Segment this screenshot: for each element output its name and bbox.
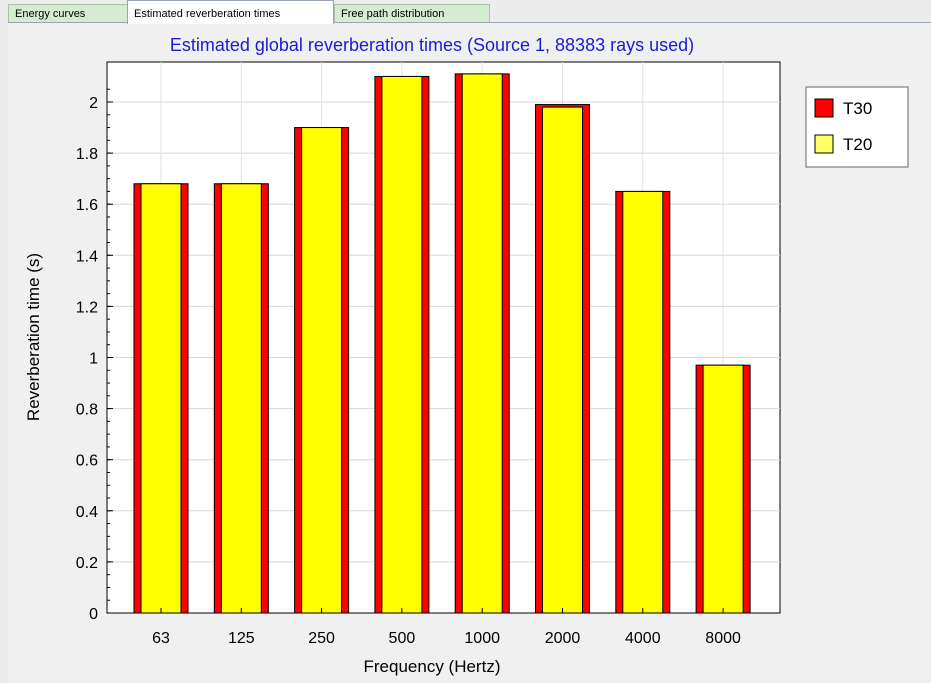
y-tick-label: 2 xyxy=(89,95,98,112)
bar-t20 xyxy=(220,183,262,614)
x-tick-label: 250 xyxy=(308,630,335,647)
x-tick-label: 2000 xyxy=(545,630,581,647)
y-tick-label: 1.2 xyxy=(76,299,98,316)
x-tick-label: 125 xyxy=(228,630,255,647)
y-tick-label: 1.6 xyxy=(76,197,98,214)
tab-bar: Energy curves Estimated reverberation ti… xyxy=(0,0,931,24)
chart-title: Estimated global reverberation times (So… xyxy=(170,35,694,55)
bar-t20 xyxy=(140,183,182,614)
y-tick-label: 0 xyxy=(89,606,98,623)
bar-t20 xyxy=(622,190,664,614)
y-tick-label: 0.8 xyxy=(76,402,98,419)
y-tick-label: 0.2 xyxy=(76,555,98,572)
x-axis-label: Frequency (Hertz) xyxy=(364,657,501,676)
legend-label-t20: T20 xyxy=(843,135,872,154)
x-tick-label: 4000 xyxy=(625,630,661,647)
tab-free-path-distribution[interactable]: Free path distribution xyxy=(334,4,490,22)
x-tick-label: 1000 xyxy=(464,630,500,647)
x-axis-ticks: 63 125 250 500 1000 2000 4000 8000 xyxy=(152,608,741,647)
legend-swatch-t20 xyxy=(814,134,834,154)
y-axis-ticks: 0 0.2 0.4 0.6 0.8 1 1.2 1.4 1.6 1.8 2 xyxy=(76,88,113,623)
tab-estimated-reverberation-times[interactable]: Estimated reverberation times xyxy=(127,0,334,24)
y-tick-label: 1.8 xyxy=(76,146,98,163)
tab-energy-curves[interactable]: Energy curves xyxy=(8,4,128,22)
x-tick-label: 8000 xyxy=(705,630,741,647)
legend-swatch-t30 xyxy=(814,98,834,118)
bar-t20 xyxy=(381,75,423,614)
bars xyxy=(133,73,751,614)
legend: T30 T20 xyxy=(805,86,909,168)
y-axis-label: Reverberation time (s) xyxy=(24,253,43,421)
bar-t20 xyxy=(301,127,343,614)
y-tick-label: 0.4 xyxy=(76,504,98,521)
bar-t20 xyxy=(461,73,503,614)
y-tick-label: 1.4 xyxy=(76,248,98,265)
x-tick-label: 500 xyxy=(389,630,416,647)
y-tick-label: 0.6 xyxy=(76,453,98,470)
bar-t20 xyxy=(542,106,583,614)
x-tick-label: 63 xyxy=(152,630,170,647)
panel-border xyxy=(0,22,8,683)
legend-label-t30: T30 xyxy=(843,99,872,118)
plot-area xyxy=(106,61,781,614)
y-tick-label: 1 xyxy=(89,351,98,368)
bar-t20 xyxy=(702,364,744,614)
